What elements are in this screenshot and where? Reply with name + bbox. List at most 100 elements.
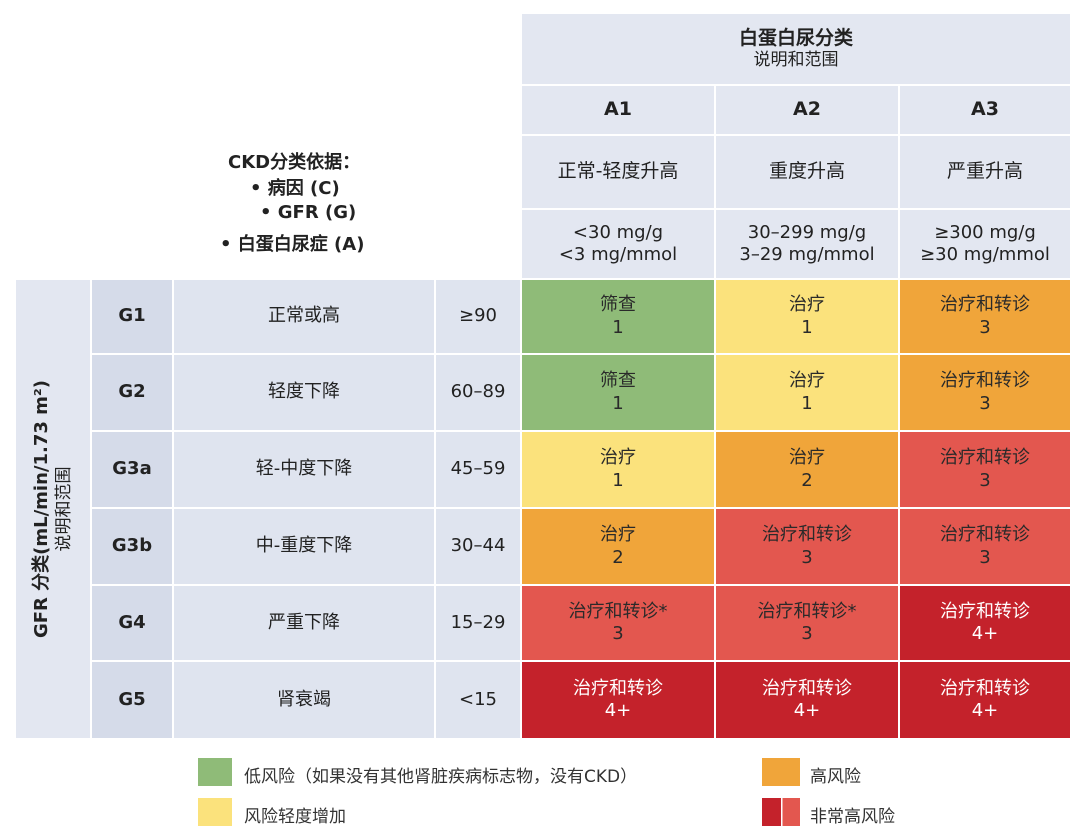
- column-range-a3: ≥300 mg/g ≥30 mg/mmol: [900, 210, 1070, 278]
- albuminuria-header: 白蛋白尿分类 说明和范围: [522, 14, 1070, 84]
- column-range-a3-mg-mmol: ≥30 mg/mmol: [920, 244, 1050, 265]
- risk-cell-g5-a1: 治疗和转诊 4+: [522, 662, 714, 738]
- risk-cell-g3a-a2: 治疗 2: [716, 432, 898, 507]
- risk-level: 1: [801, 392, 813, 414]
- risk-cell-g1-a2: 治疗 1: [716, 280, 898, 353]
- risk-level: 4+: [604, 700, 632, 721]
- risk-action: 治疗和转诊: [762, 524, 852, 545]
- risk-action: 治疗和转诊: [940, 370, 1030, 391]
- ckd-basis-item-albuminuria: • 白蛋白尿症 (A): [220, 234, 365, 255]
- row-desc-g3a: 轻-中度下降: [174, 432, 434, 507]
- column-code-a1: A1: [522, 86, 714, 134]
- risk-level: 1: [612, 316, 624, 338]
- row-grade-g3b: G3b: [92, 509, 172, 584]
- risk-cell-g4-a2: 治疗和转诊* 3: [716, 586, 898, 660]
- risk-level: 4+: [793, 700, 821, 721]
- gfr-side-label-title: GFR 分类(mL/min/1.73 m²): [31, 379, 53, 639]
- gfr-side-label-subtitle: 说明和范围: [53, 466, 74, 552]
- risk-cell-g2-a2: 治疗 1: [716, 355, 898, 430]
- row-range-g2: 60–89: [436, 355, 520, 430]
- risk-cell-g2-a3: 治疗和转诊 3: [900, 355, 1070, 430]
- risk-cell-g5-a2: 治疗和转诊 4+: [716, 662, 898, 738]
- column-range-a1-mg-mmol: <3 mg/mmol: [558, 244, 678, 265]
- risk-cell-g3b-a1: 治疗 2: [522, 509, 714, 584]
- risk-level: 1: [612, 392, 624, 414]
- legend-swatch-mild-risk: [198, 798, 232, 826]
- risk-cell-g4-a3: 治疗和转诊 4+: [900, 586, 1070, 660]
- risk-action: 治疗: [600, 524, 636, 545]
- risk-level: 4+: [971, 700, 999, 721]
- gfr-side-label: GFR 分类(mL/min/1.73 m²) 说明和范围: [16, 280, 90, 738]
- risk-action: 治疗和转诊: [940, 447, 1030, 468]
- risk-action: 治疗和转诊: [762, 677, 852, 699]
- risk-action: 治疗: [600, 447, 636, 468]
- legend-label-very-high-risk: 非常高风险: [810, 807, 895, 827]
- risk-action: 治疗: [789, 447, 825, 468]
- row-grade-g3a: G3a: [92, 432, 172, 507]
- row-desc-g2: 轻度下降: [174, 355, 434, 430]
- risk-action: 治疗: [789, 294, 825, 315]
- column-range-a2-mg-g: 30–299 mg/g: [747, 221, 867, 243]
- row-range-g1: ≥90: [436, 280, 520, 353]
- legend-label-mild-risk: 风险轻度增加: [244, 807, 346, 827]
- ckd-basis-item-gfr: • GFR (G): [260, 202, 357, 223]
- risk-action: 治疗和转诊: [940, 294, 1030, 315]
- row-desc-g4: 严重下降: [174, 586, 434, 660]
- risk-level: 3: [979, 316, 991, 338]
- risk-level: 3: [612, 623, 624, 644]
- column-range-a2-mg-mmol: 3–29 mg/mmol: [739, 244, 875, 265]
- column-code-a2: A2: [716, 86, 898, 134]
- risk-level: 3: [801, 546, 813, 568]
- column-range-a2: 30–299 mg/g 3–29 mg/mmol: [716, 210, 898, 278]
- column-desc-a1: 正常-轻度升高: [522, 136, 714, 208]
- row-range-g3a: 45–59: [436, 432, 520, 507]
- risk-cell-g3b-a2: 治疗和转诊 3: [716, 509, 898, 584]
- risk-cell-g2-a1: 筛查 1: [522, 355, 714, 430]
- ckd-basis-title: CKD分类依据：: [228, 152, 361, 173]
- risk-action: 筛查: [600, 370, 636, 391]
- risk-cell-g5-a3: 治疗和转诊 4+: [900, 662, 1070, 738]
- risk-level: 1: [612, 469, 624, 491]
- risk-cell-g3a-a3: 治疗和转诊 3: [900, 432, 1070, 507]
- risk-level: 3: [801, 623, 813, 644]
- legend-swatch-high-risk: [762, 758, 800, 786]
- risk-level: 1: [801, 316, 813, 338]
- risk-action: 治疗和转诊*: [568, 600, 668, 622]
- risk-level: 2: [801, 469, 813, 491]
- column-code-a3: A3: [900, 86, 1070, 134]
- risk-action: 治疗和转诊: [940, 600, 1030, 622]
- row-range-g4: 15–29: [436, 586, 520, 660]
- row-range-g5: <15: [436, 662, 520, 738]
- risk-action: 治疗和转诊: [940, 524, 1030, 545]
- risk-action: 筛查: [600, 294, 636, 315]
- column-range-a3-mg-g: ≥300 mg/g: [934, 221, 1036, 243]
- risk-level: 3: [979, 546, 991, 568]
- legend-label-low-risk: 低风险（如果没有其他肾脏疾病标志物，没有CKD）: [244, 767, 638, 787]
- risk-level: 3: [979, 392, 991, 414]
- column-range-a1: <30 mg/g <3 mg/mmol: [522, 210, 714, 278]
- risk-cell-g3b-a3: 治疗和转诊 3: [900, 509, 1070, 584]
- ckd-basis-item-cause: • 病因 (C): [250, 178, 340, 199]
- legend-swatch-very-high-risk: [762, 798, 800, 826]
- risk-level: 4+: [971, 623, 999, 644]
- risk-action: 治疗和转诊*: [757, 600, 857, 622]
- ckd-basis-block: CKD分类依据： • 病因 (C) • GFR (G) • 白蛋白尿症 (A): [210, 148, 400, 258]
- row-grade-g5: G5: [92, 662, 172, 738]
- row-desc-g5: 肾衰竭: [174, 662, 434, 738]
- column-desc-a3: 严重升高: [900, 136, 1070, 208]
- row-grade-g2: G2: [92, 355, 172, 430]
- risk-cell-g4-a1: 治疗和转诊* 3: [522, 586, 714, 660]
- risk-level: 3: [979, 469, 991, 491]
- risk-action: 治疗和转诊: [573, 677, 663, 699]
- column-range-a1-mg-g: <30 mg/g: [572, 221, 664, 243]
- row-range-g3b: 30–44: [436, 509, 520, 584]
- row-desc-g1: 正常或高: [174, 280, 434, 353]
- legend-label-high-risk: 高风险: [810, 767, 861, 787]
- legend-swatch-low-risk: [198, 758, 232, 786]
- row-grade-g4: G4: [92, 586, 172, 660]
- albuminuria-title: 白蛋白尿分类: [738, 26, 853, 49]
- row-grade-g1: G1: [92, 280, 172, 353]
- risk-cell-g1-a3: 治疗和转诊 3: [900, 280, 1070, 353]
- albuminuria-subtitle: 说明和范围: [753, 50, 839, 71]
- risk-action: 治疗和转诊: [940, 677, 1030, 699]
